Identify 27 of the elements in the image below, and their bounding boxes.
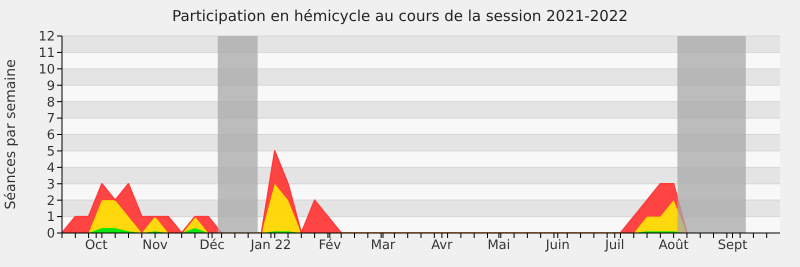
x-tick-label: Juil bbox=[604, 238, 624, 254]
y-tick-label: 8 bbox=[46, 95, 55, 110]
x-tick-label: Mar bbox=[370, 238, 396, 254]
x-tick-label: Oct bbox=[84, 238, 108, 254]
y-tick-label: 9 bbox=[46, 78, 55, 94]
y-tick-label: 0 bbox=[46, 226, 55, 242]
x-tick-label: Fév bbox=[318, 238, 342, 254]
y-tick-label: 5 bbox=[46, 144, 55, 160]
chart-title: Participation en hémicycle au cours de la session 2021-2022 bbox=[171, 7, 629, 25]
x-tick-label: Sept bbox=[718, 238, 748, 254]
x-tick-label: Nov bbox=[142, 238, 168, 254]
x-tick-label: Mai bbox=[487, 238, 510, 254]
x-tick-label: Déc bbox=[199, 238, 225, 254]
y-tick-label: 10 bbox=[38, 62, 55, 78]
y-tick-label: 3 bbox=[46, 177, 55, 192]
y-tick-label: 7 bbox=[46, 112, 55, 127]
x-tick-label: Jan 22 bbox=[250, 238, 292, 254]
y-tick-label: 2 bbox=[46, 194, 55, 209]
y-tick-label: 4 bbox=[46, 160, 55, 176]
y-tick-label: 11 bbox=[38, 46, 55, 62]
y-axis-title: Séances par semaine bbox=[2, 59, 19, 210]
y-tick-label: 6 bbox=[46, 128, 55, 144]
x-tick-label: Juin bbox=[544, 238, 570, 254]
y-tick-label: 12 bbox=[38, 30, 55, 45]
y-tick-label: 1 bbox=[46, 210, 55, 226]
x-tick-label: Avr bbox=[431, 238, 454, 254]
x-tick-label: Août bbox=[658, 238, 689, 254]
